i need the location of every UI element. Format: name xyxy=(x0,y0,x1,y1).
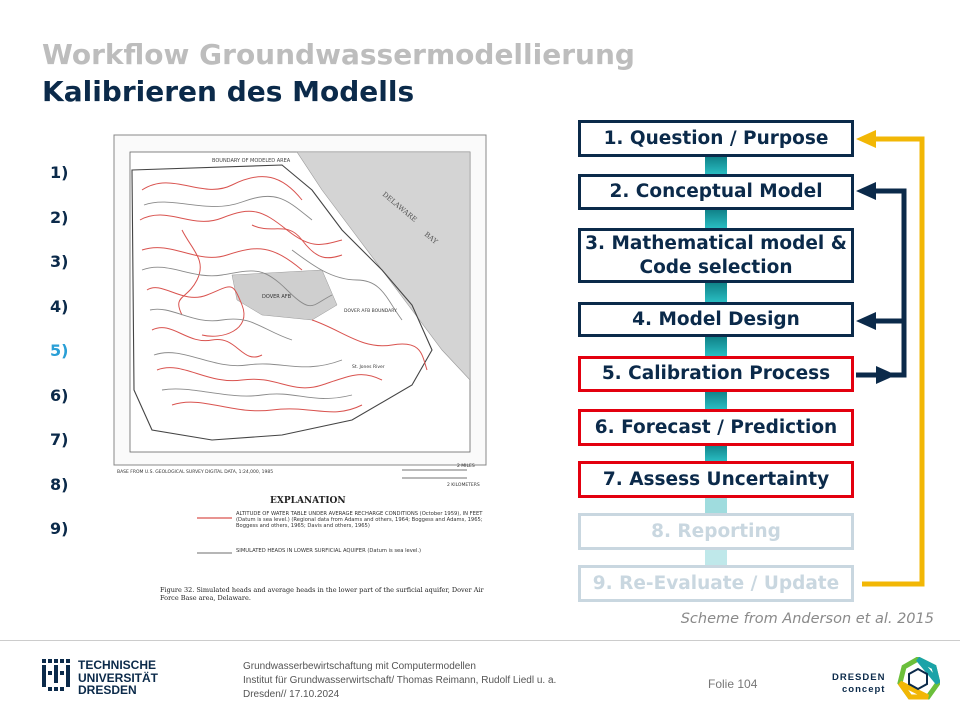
step-number: 6) xyxy=(50,385,69,405)
feedback-arrowhead-navy-mid xyxy=(856,312,876,330)
legend-gray-text: SIMULATED HEADS IN LOWER SURFICIAL AQUIF… xyxy=(236,548,422,554)
feedback-arrowhead-navy-out xyxy=(876,366,896,384)
connector-5-6 xyxy=(705,390,727,411)
dresden-concept-wordmark: DRESDEN concept xyxy=(832,672,885,696)
step-number-active: 5) xyxy=(50,341,69,360)
connector-2-3 xyxy=(705,209,727,230)
step-number: 4) xyxy=(50,296,69,316)
step-number: 8) xyxy=(50,474,69,494)
connector-7-8 xyxy=(705,496,727,514)
connector-1-2 xyxy=(705,156,727,176)
workflow-step-reevaluate: 9. Re-Evaluate / Update xyxy=(578,565,854,602)
step-number: 7) xyxy=(50,430,69,449)
slide-title: Kalibrieren des Modells xyxy=(42,75,415,108)
footer-divider xyxy=(0,640,960,641)
map-boundary-label: BOUNDARY OF MODELED AREA xyxy=(212,158,291,164)
map-afb-boundary-label: DOVER AFB BOUNDARY xyxy=(344,308,397,314)
step-number: 3) xyxy=(50,252,69,271)
tud-line: TECHNISCHE xyxy=(78,658,157,672)
slide-number: Folie 104 xyxy=(708,677,758,691)
map-river-label: St. Jones River xyxy=(352,364,385,370)
figure-caption: Figure 32. Simulated heads and average h… xyxy=(160,586,484,602)
connector-3-4 xyxy=(705,282,727,304)
scale-km-label: 2 KILOMETERS xyxy=(447,482,480,488)
feedback-arrow-update xyxy=(862,136,925,587)
footer-info: Grundwasserbewirtschaftung mit Computerm… xyxy=(243,660,556,702)
connector-6-7 xyxy=(705,444,727,463)
step-number: 9) xyxy=(50,519,69,538)
workflow-step-question: 1. Question / Purpose xyxy=(578,120,854,157)
legend-red-text: ALTITUDE OF WATER TABLE UNDER AVERAGE RE… xyxy=(236,511,483,530)
workflow-step-uncertainty: 7. Assess Uncertainty xyxy=(578,461,854,498)
dc-line: concept xyxy=(842,684,886,695)
explanation-heading: EXPLANATION xyxy=(270,496,346,506)
connector-8-9 xyxy=(705,548,727,566)
workflow-step-model-design: 4. Model Design xyxy=(578,302,854,337)
map-base-note: BASE FROM U.S. GEOLOGICAL SURVEY DIGITAL… xyxy=(117,469,273,475)
dc-line: DRESDEN xyxy=(832,672,886,683)
workflow-step-conceptual-model: 2. Conceptual Model xyxy=(578,174,854,210)
step-number: 1) xyxy=(50,163,69,182)
tud-logo-icon xyxy=(42,659,70,691)
footer-course: Grundwasserbewirtschaftung mit Computerm… xyxy=(243,661,476,672)
feedback-arrow-calibration xyxy=(856,188,907,378)
footer-institute: Institut für Grundwasserwirtschaft/ Thom… xyxy=(243,675,557,686)
tud-line: DRESDEN xyxy=(78,683,137,697)
connector-4-5 xyxy=(705,336,727,358)
step-number: 2) xyxy=(50,207,69,227)
workflow-step-forecast: 6. Forecast / Prediction xyxy=(578,409,854,446)
scheme-source-caption: Scheme from Anderson et al. 2015 xyxy=(680,611,934,627)
workflow-step-mathematical-model: 3. Mathematical model & Code selection xyxy=(578,228,854,283)
dresden-concept-logo-icon xyxy=(897,657,940,700)
groundwater-map-figure: BOUNDARY OF MODELED AREA DELAWARE BAY DO… xyxy=(113,134,487,602)
map-dover-afb-label: DOVER AFB xyxy=(262,294,292,300)
footer-date: Dresden// 17.10.2024 xyxy=(243,689,340,700)
workflow-step-calibration: 5. Calibration Process xyxy=(578,356,854,392)
scale-miles-label: 2 MILES xyxy=(457,463,475,469)
feedback-arrowhead-yellow xyxy=(856,130,876,148)
tud-line: UNIVERSITÄT xyxy=(78,670,159,685)
feedback-arrowhead-navy-top xyxy=(856,182,876,200)
step-number-list: 1) 2) 3) 4) 5) 6) 7) 8) 9) xyxy=(50,160,90,561)
workflow-step-reporting: 8. Reporting xyxy=(578,513,854,550)
slide-supertitle: Workflow Groundwassermodellierung xyxy=(42,38,635,71)
tud-wordmark: TECHNISCHE UNIVERSITÄT DRESDEN xyxy=(78,659,158,697)
